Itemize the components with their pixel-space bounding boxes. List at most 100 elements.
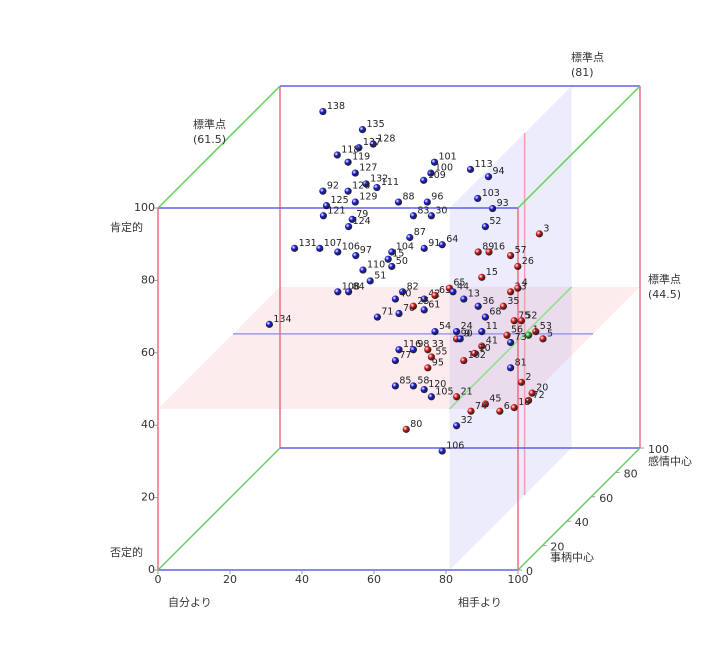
point-label: 33: [432, 339, 444, 350]
point-label: 126: [352, 181, 370, 192]
data-point: [510, 317, 518, 325]
data-point: [510, 404, 518, 412]
point-label: 118: [341, 144, 359, 155]
point-label: 32: [461, 415, 473, 426]
data-point: [319, 212, 327, 220]
reference-label: (81): [571, 66, 594, 79]
point-label: 61: [428, 299, 440, 310]
data-point: [351, 198, 359, 206]
data-point: [373, 183, 381, 192]
point-label: 45: [489, 394, 501, 405]
point-label: 103: [482, 188, 500, 199]
data-point: [478, 328, 486, 336]
x-tick-label: 60: [367, 573, 381, 586]
point-label: 106: [446, 441, 464, 452]
point-label: 1: [533, 325, 539, 336]
data-point: [525, 331, 533, 339]
x-tick-label: 40: [295, 573, 309, 586]
data-point: [438, 241, 446, 249]
point-label: 11: [486, 321, 498, 332]
data-point: [358, 126, 367, 134]
point-label: 53: [540, 321, 552, 332]
point-label: 52: [489, 216, 501, 227]
point-label: 85: [399, 375, 411, 386]
data-point: [384, 255, 392, 263]
point-label: 41: [486, 336, 498, 347]
data-point: [344, 158, 352, 166]
point-label: 51: [374, 270, 386, 281]
point-label: 24: [461, 321, 473, 332]
point-label: 56: [511, 325, 523, 336]
point-label: 124: [353, 216, 371, 227]
data-point: [438, 447, 446, 455]
data-point: [409, 212, 417, 220]
data-point: [430, 158, 439, 166]
data-point: [478, 273, 486, 281]
point-label: 63: [439, 285, 451, 296]
data-point: [503, 331, 511, 339]
data-point: [453, 422, 461, 430]
data-point: [420, 306, 428, 314]
point-label: 4: [522, 278, 528, 289]
point-label: 88: [403, 192, 415, 203]
data-point: [348, 215, 356, 223]
point-label: 3: [543, 223, 549, 234]
z-tick-label: 100: [648, 443, 669, 456]
data-point: [514, 284, 522, 292]
point-label: 52: [525, 310, 537, 321]
data-point: [427, 212, 435, 220]
data-point: [345, 288, 353, 296]
y-tick-label: 40: [141, 418, 155, 431]
point-label: 100: [435, 163, 453, 174]
point-label: 73: [515, 332, 527, 343]
data-point: [265, 320, 273, 328]
point-label: 91: [428, 238, 440, 249]
z-end-label: 事柄中心: [550, 551, 594, 564]
data-point: [424, 364, 432, 372]
y-tick-label: 60: [141, 346, 155, 359]
reference-title: 標準点: [571, 50, 604, 64]
data-point: [532, 328, 540, 336]
point-label: 98: [417, 339, 429, 350]
data-point: [431, 291, 439, 300]
x-tick-label: 0: [155, 573, 162, 586]
point-label: 44: [457, 281, 469, 292]
point-label: 105: [435, 386, 453, 397]
point-label: 96: [431, 192, 443, 203]
data-point: [319, 107, 327, 116]
point-label: 68: [489, 307, 501, 318]
data-point: [481, 400, 489, 408]
point-label: 120: [428, 379, 446, 390]
data-point: [424, 346, 432, 354]
data-point: [535, 230, 544, 238]
point-label: 13: [468, 289, 480, 300]
data-point: [431, 328, 439, 336]
z-tick-label: 20: [550, 541, 564, 554]
y-end-label: 否定的: [110, 545, 143, 559]
data-point: [420, 295, 428, 303]
data-point: [484, 173, 493, 181]
data-point: [507, 364, 515, 372]
reference-label: (61.5): [193, 133, 226, 146]
data-point: [460, 295, 468, 303]
data-point: [478, 342, 486, 350]
point-label: 134: [273, 314, 291, 325]
point-label: 109: [428, 170, 446, 181]
point-label: 2: [525, 372, 531, 383]
y-tick-label: 80: [141, 273, 155, 286]
x-end-label: 相手より: [458, 595, 502, 609]
data-point: [467, 407, 475, 415]
data-point: [453, 328, 461, 336]
point-label: 65: [453, 278, 465, 289]
point-label: 131: [299, 238, 317, 249]
data-point: [373, 313, 381, 321]
point-label: 71: [381, 307, 393, 318]
point-label: 20: [536, 383, 548, 394]
point-label: 64: [446, 234, 458, 245]
data-point: [466, 165, 475, 174]
data-point: [423, 198, 431, 206]
data-point: [449, 288, 457, 296]
point-label: 116: [403, 339, 421, 350]
data-point: [507, 252, 515, 260]
